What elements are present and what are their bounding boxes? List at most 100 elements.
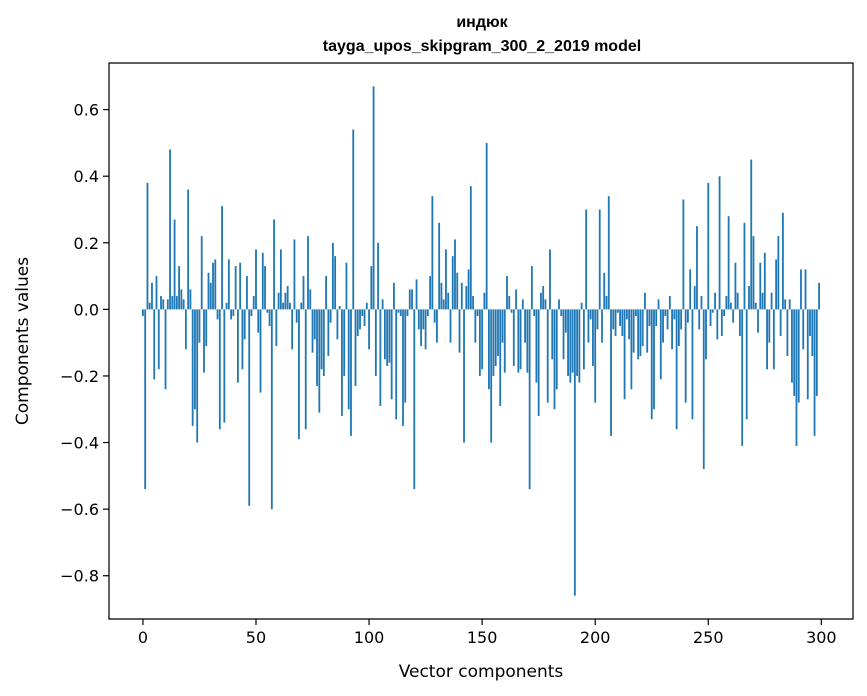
- bar-286: [788, 299, 791, 310]
- bar-178: [544, 299, 547, 310]
- bar-257: [723, 309, 726, 317]
- y-tick-label-6: 0.4: [74, 167, 99, 186]
- bar-247: [700, 296, 703, 310]
- bar-192: [576, 309, 579, 376]
- bar-158: [499, 309, 502, 406]
- bar-264: [739, 309, 741, 336]
- bar-58: [273, 219, 275, 310]
- bar-44: [241, 309, 244, 370]
- bar-100: [368, 309, 370, 350]
- y-tick-label-7: 0.6: [74, 101, 99, 120]
- bar-292: [802, 309, 805, 350]
- bar-73: [307, 236, 309, 310]
- x-axis-ticks: 0 50 100 150 200 250 300: [138, 619, 837, 647]
- bar-123: [420, 309, 422, 346]
- bar-107: [383, 309, 386, 360]
- bar-105: [379, 309, 382, 406]
- bar-164: [512, 309, 515, 366]
- bar-170: [526, 309, 529, 373]
- bar-21: [189, 289, 192, 310]
- bar-131: [438, 222, 441, 310]
- bar-277: [768, 309, 771, 343]
- bar-287: [791, 309, 793, 383]
- bar-179: [546, 309, 549, 403]
- bar-103: [374, 309, 377, 376]
- bar-266: [743, 222, 746, 310]
- bar-151: [483, 292, 486, 310]
- bar-33: [216, 309, 219, 320]
- bar-187: [564, 309, 567, 333]
- bar-71: [302, 276, 305, 310]
- bar-65: [289, 302, 291, 310]
- bar-291: [800, 269, 802, 310]
- bar-22: [191, 309, 194, 426]
- bar-230: [662, 309, 664, 343]
- bar-296: [811, 309, 814, 356]
- bar-256: [720, 309, 723, 336]
- bar-108: [386, 309, 389, 366]
- bar-115: [402, 309, 404, 426]
- bar-55: [266, 309, 269, 313]
- bar-221: [641, 309, 644, 346]
- bar-1: [144, 309, 147, 490]
- bar-265: [741, 309, 744, 446]
- bar-6: [155, 276, 158, 310]
- bar-219: [637, 309, 640, 360]
- bar-194: [580, 302, 583, 310]
- bar-199: [592, 309, 594, 366]
- bar-241: [687, 309, 689, 323]
- bar-27: [203, 309, 205, 373]
- bar-134: [445, 249, 447, 310]
- bar-250: [707, 182, 710, 310]
- bar-224: [648, 309, 651, 327]
- bar-173: [533, 309, 536, 317]
- bar-52: [259, 309, 262, 393]
- bar-202: [598, 209, 601, 310]
- bar-226: [653, 309, 655, 410]
- bar-32: [214, 259, 217, 310]
- x-tick-label-2: 100: [354, 628, 385, 647]
- bar-279: [772, 309, 775, 370]
- bar-206: [607, 196, 610, 310]
- bar-278: [770, 292, 773, 310]
- bar-162: [508, 296, 511, 310]
- bar-251: [709, 309, 712, 327]
- bar-159: [501, 309, 504, 343]
- bar-177: [542, 286, 545, 310]
- bar-56: [268, 309, 271, 327]
- bar-155: [492, 309, 495, 376]
- bar-290: [797, 309, 800, 403]
- bar-193: [578, 309, 581, 383]
- bar-79: [320, 309, 323, 370]
- bar-74: [309, 289, 312, 310]
- bar-189: [569, 309, 572, 383]
- bar-289: [795, 309, 798, 446]
- bar-12: [169, 149, 171, 310]
- bar-26: [200, 236, 203, 310]
- bar-272: [757, 309, 759, 333]
- bar-217: [632, 309, 635, 353]
- chart-title-line2: tayga_upos_skipgram_300_2_2019 model: [323, 38, 641, 55]
- bar-280: [775, 259, 778, 310]
- bar-141: [460, 282, 463, 310]
- bar-176: [540, 292, 542, 310]
- bar-233: [668, 296, 671, 310]
- bar-3: [148, 302, 151, 310]
- bar-140: [458, 309, 461, 353]
- bar-223: [646, 309, 649, 353]
- y-tick-label-2: −0.4: [60, 434, 99, 453]
- bar-147: [474, 309, 477, 343]
- bar-212: [621, 309, 624, 336]
- bar-299: [818, 282, 820, 310]
- bar-188: [567, 309, 569, 376]
- bar-93: [352, 129, 355, 310]
- bar-263: [736, 292, 739, 310]
- y-tick-label-4: 0.0: [74, 300, 99, 319]
- bar-66: [291, 309, 294, 350]
- bar-154: [490, 309, 493, 443]
- bar-59: [275, 309, 278, 346]
- y-axis-ticks: −0.8 −0.6 −0.4 −0.2 0.0 0.2 0.4 0.6: [60, 101, 109, 586]
- bar-181: [551, 309, 554, 360]
- bar-218: [635, 309, 637, 317]
- bar-126: [426, 309, 429, 317]
